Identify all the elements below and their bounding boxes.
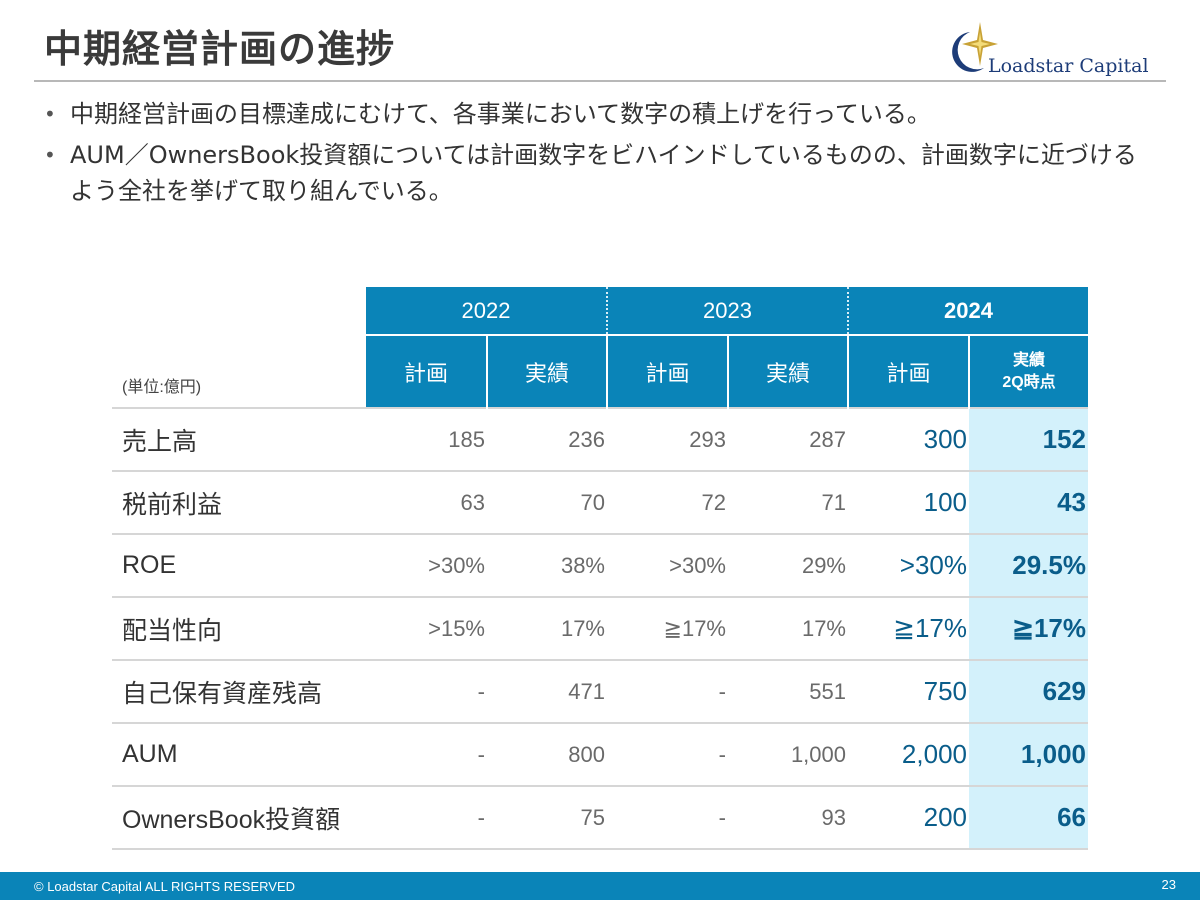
table-cell: ≧17% bbox=[848, 597, 969, 661]
unit-label: (単位:億円) bbox=[122, 379, 202, 396]
bullet-dot-icon: • bbox=[44, 143, 56, 167]
header-actual-2023: 実績 bbox=[727, 334, 848, 408]
page-number: 23 bbox=[1161, 877, 1176, 892]
page-title: 中期経営計画の進捗 bbox=[44, 27, 396, 71]
header-plan-2024: 計画 bbox=[847, 334, 969, 408]
row-label: 税前利益 bbox=[112, 471, 366, 535]
table-cell: 293 bbox=[607, 407, 728, 472]
table-cell: 100 bbox=[848, 471, 969, 535]
table-cell: 43 bbox=[969, 471, 1088, 535]
header-actual-2022: 実績 bbox=[486, 334, 607, 408]
table-cell: 1,000 bbox=[728, 723, 848, 787]
table-cell: 17% bbox=[728, 597, 848, 661]
bullet-item: • AUM／OwnersBook投資額については計画数字をビハインドしているものの… bbox=[44, 137, 1154, 209]
table-cell: 38% bbox=[487, 534, 607, 598]
row-label: 売上高 bbox=[112, 407, 366, 472]
year-header-2023: 2023 bbox=[606, 287, 848, 335]
table-cell: 185 bbox=[366, 407, 487, 472]
table-cell: 70 bbox=[487, 471, 607, 535]
table-cell: - bbox=[366, 786, 487, 850]
table-cell: 93 bbox=[728, 786, 848, 850]
table-cell: 287 bbox=[728, 407, 848, 472]
bullet-item: • 中期経営計画の目標達成にむけて、各事業において数字の積上げを行っている。 bbox=[44, 96, 1154, 132]
table-cell: 29.5% bbox=[969, 534, 1088, 598]
table-cell: 236 bbox=[487, 407, 607, 472]
row-label: 配当性向 bbox=[112, 597, 366, 661]
company-logo: Loadstar Capital bbox=[940, 18, 1170, 80]
table-row: OwnersBook投資額 -75-93 200 66 bbox=[112, 786, 1088, 850]
table-cell: 72 bbox=[607, 471, 728, 535]
table-row: 自己保有資産残高 -471-551 750 629 bbox=[112, 660, 1088, 724]
table-cell: >30% bbox=[848, 534, 969, 598]
table-cell: 551 bbox=[728, 660, 848, 724]
bullet-dot-icon: • bbox=[44, 102, 56, 126]
row-label: OwnersBook投資額 bbox=[112, 786, 366, 850]
row-label: AUM bbox=[112, 723, 366, 787]
footer-bar: © Loadstar Capital ALL RIGHTS RESERVED 2… bbox=[0, 872, 1200, 900]
year-header-2024: 2024 bbox=[847, 287, 1088, 335]
table-cell: 63 bbox=[366, 471, 487, 535]
table-cell: - bbox=[366, 723, 487, 787]
row-label: 自己保有資産残高 bbox=[112, 660, 366, 724]
unit-header-spacer bbox=[112, 287, 366, 335]
table-cell: 629 bbox=[969, 660, 1088, 724]
table-cell: - bbox=[607, 660, 728, 724]
header-actual-2024: 実績 2Q時点 bbox=[968, 334, 1088, 408]
table-row: 税前利益 63 70 72 71 100 43 bbox=[112, 471, 1088, 535]
table-cell: 200 bbox=[848, 786, 969, 850]
mid-term-plan-table: 2022 2023 2024 (単位:億円) 計画 実績 計画 実績 計画 実績… bbox=[112, 287, 1088, 850]
table-cell: 71 bbox=[728, 471, 848, 535]
table-row: 売上高 185 236 293 287 300 152 bbox=[112, 407, 1088, 472]
table-cell: 300 bbox=[848, 407, 969, 472]
title-divider bbox=[34, 80, 1166, 82]
copyright-text: © Loadstar Capital ALL RIGHTS RESERVED bbox=[34, 879, 296, 894]
table-cell: 750 bbox=[848, 660, 969, 724]
year-header-2022: 2022 bbox=[366, 287, 607, 335]
table-cell: 1,000 bbox=[969, 723, 1088, 787]
table-cell: >30% bbox=[607, 534, 728, 598]
table-cell: 75 bbox=[487, 786, 607, 850]
table-row: AUM -800-1,000 2,000 1,000 bbox=[112, 723, 1088, 787]
table-cell: 29% bbox=[728, 534, 848, 598]
table-cell: >15% bbox=[366, 597, 487, 661]
table-cell: - bbox=[607, 723, 728, 787]
table-cell: 152 bbox=[969, 407, 1088, 472]
logo-text: Loadstar Capital bbox=[988, 55, 1149, 77]
table-cell: - bbox=[607, 786, 728, 850]
table-cell: >30% bbox=[366, 534, 487, 598]
header-plan-2023: 計画 bbox=[606, 334, 728, 408]
table-row: ROE >30% 38% >30% 29% >30% 29.5% bbox=[112, 534, 1088, 598]
table-body: 売上高 185 236 293 287 300 152 税前利益 63 70 72 71 100 43 RO… bbox=[112, 407, 1088, 850]
table-cell: 66 bbox=[969, 786, 1088, 850]
table-cell: 2,000 bbox=[848, 723, 969, 787]
header-plan-2022: 計画 bbox=[366, 334, 487, 408]
bullet-list: • 中期経営計画の目標達成にむけて、各事業において数字の積上げを行っている。 • A… bbox=[44, 96, 1154, 214]
table-cell: 471 bbox=[487, 660, 607, 724]
table-cell: - bbox=[366, 660, 487, 724]
star-crescent-logo-icon bbox=[952, 22, 998, 72]
table-row: 配当性向 >15% 17% ≧17% 17% ≧17% ≧17% bbox=[112, 597, 1088, 661]
row-label: ROE bbox=[112, 534, 366, 598]
table-cell: ≧17% bbox=[969, 597, 1088, 661]
table-cell: ≧17% bbox=[607, 597, 728, 661]
table-cell: 800 bbox=[487, 723, 607, 787]
table-cell: 17% bbox=[487, 597, 607, 661]
